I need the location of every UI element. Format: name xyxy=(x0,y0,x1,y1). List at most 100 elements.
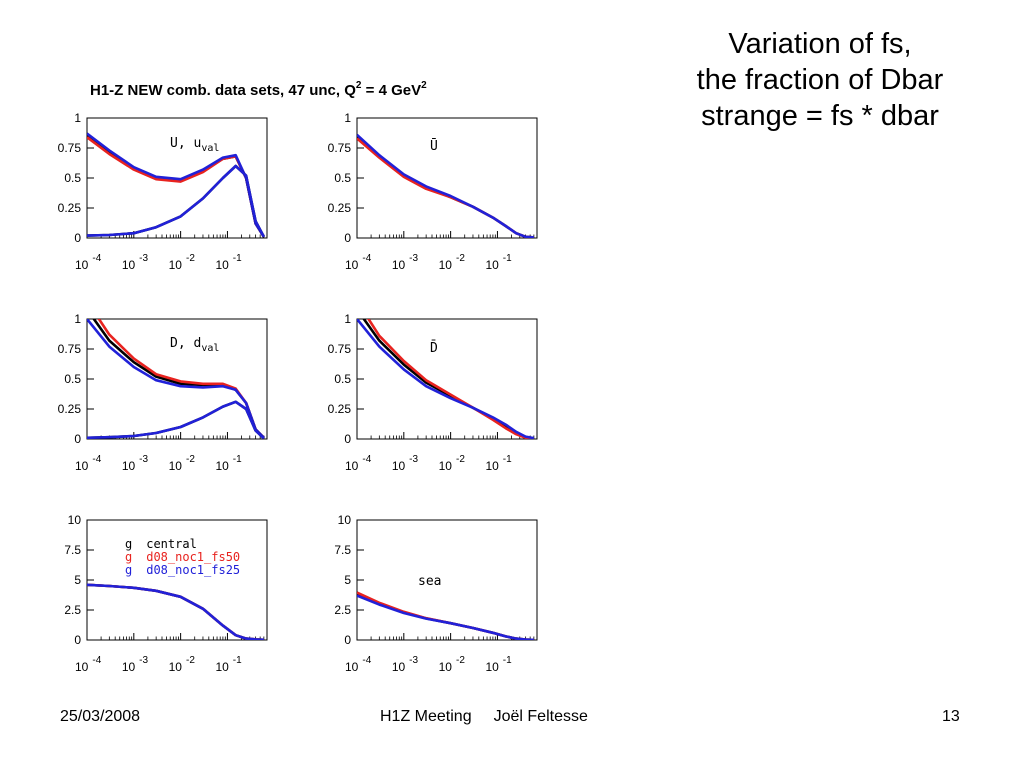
x-tick-exponent: -1 xyxy=(503,655,512,666)
curve-D-central xyxy=(92,319,265,439)
x-tick-exponent: -1 xyxy=(503,454,512,465)
curve-D-fs25 xyxy=(87,319,265,439)
x-tick-base: 10 xyxy=(122,459,136,473)
footer-meeting: H1Z Meeting xyxy=(380,708,472,725)
curve-sea-central xyxy=(357,593,534,640)
footer-author: Joël Feltesse xyxy=(493,708,588,725)
x-tick-exponent: -3 xyxy=(139,655,148,666)
curve-sea-fs50 xyxy=(357,591,534,640)
x-tick-label: 10 -3 xyxy=(122,253,149,272)
footer-center: H1Z Meeting Joël Feltesse xyxy=(380,708,588,726)
y-tick-label: 0.5 xyxy=(334,171,351,185)
x-tick-exponent: -3 xyxy=(409,253,418,264)
panel-frame xyxy=(356,318,538,440)
x-tick-exponent: -4 xyxy=(362,454,371,465)
legend-text: central xyxy=(146,537,197,551)
x-tick-label: 10 -1 xyxy=(215,253,242,272)
x-tick-exponent: -2 xyxy=(456,253,465,264)
x-tick-exponent: -2 xyxy=(186,253,195,264)
x-tick-base: 10 xyxy=(75,459,89,473)
x-tick-exponent: -4 xyxy=(362,253,371,264)
x-tick-label: 10 -4 xyxy=(345,655,372,674)
y-tick-label: 1 xyxy=(344,111,351,125)
y-tick-label: 0.75 xyxy=(328,141,352,155)
curve-Ubar-fs50 xyxy=(357,137,534,238)
panel-label-main: U, u xyxy=(170,136,201,151)
y-tick-label: 7.5 xyxy=(334,543,351,557)
x-tick-label: 10 -2 xyxy=(439,253,466,272)
y-tick-label: 1 xyxy=(344,312,351,326)
curve-sea-fs25 xyxy=(357,594,534,640)
y-tick-label: 0.75 xyxy=(58,141,82,155)
panel-label-main: D, d xyxy=(170,336,201,351)
y-tick-label: 0 xyxy=(74,633,81,647)
x-tick-base: 10 xyxy=(392,660,406,674)
pdf-figure: H1-Z NEW comb. data sets, 47 unc, Q2 = 4… xyxy=(58,80,538,674)
y-tick-label: 10 xyxy=(338,513,352,527)
legend-symbol: g xyxy=(125,537,132,551)
x-tick-exponent: -4 xyxy=(92,454,101,465)
x-tick-label: 10 -1 xyxy=(485,253,512,272)
x-tick-label: 10 -1 xyxy=(485,454,512,473)
x-tick-label: 10 -1 xyxy=(215,655,242,674)
x-tick-exponent: -2 xyxy=(456,655,465,666)
footer-page-number: 13 xyxy=(942,708,960,725)
figure-header-text: H1-Z NEW comb. data sets, 47 unc, Q xyxy=(90,82,356,99)
figure-header: H1-Z NEW comb. data sets, 47 unc, Q2 = 4… xyxy=(90,80,427,99)
x-tick-label: 10 -1 xyxy=(485,655,512,674)
y-tick-label: 1 xyxy=(74,312,81,326)
panel-frame xyxy=(356,117,538,239)
x-tick-label: 10 -1 xyxy=(215,454,242,473)
y-tick-label: 0.5 xyxy=(64,372,81,386)
x-tick-exponent: -1 xyxy=(503,253,512,264)
x-tick-base: 10 xyxy=(485,459,499,473)
x-tick-base: 10 xyxy=(345,258,359,272)
x-tick-exponent: -3 xyxy=(409,454,418,465)
slide-title-line-1: Variation of fs, xyxy=(728,28,912,60)
y-tick-label: 7.5 xyxy=(64,543,81,557)
x-tick-label: 10 -2 xyxy=(169,253,196,272)
x-tick-label: 10 -4 xyxy=(75,253,102,272)
x-tick-exponent: -3 xyxy=(139,454,148,465)
x-tick-base: 10 xyxy=(122,660,136,674)
panel-label-main: sea xyxy=(418,574,441,589)
x-tick-base: 10 xyxy=(345,660,359,674)
curve-g-fs50 xyxy=(87,583,264,640)
curve-dval-fs25 xyxy=(87,400,265,439)
y-tick-label: 0.5 xyxy=(64,171,81,185)
curve-dval-central xyxy=(87,400,265,439)
x-tick-exponent: -1 xyxy=(233,655,242,666)
panel-label-main: D̄ xyxy=(430,341,438,356)
x-tick-base: 10 xyxy=(169,660,183,674)
x-tick-base: 10 xyxy=(122,258,136,272)
panel-label-main: Ū xyxy=(430,139,438,154)
figure-header-sup2: 2 xyxy=(421,80,427,91)
panel-label: sea xyxy=(418,574,441,589)
x-tick-exponent: -1 xyxy=(233,253,242,264)
x-tick-exponent: -4 xyxy=(92,655,101,666)
x-tick-base: 10 xyxy=(215,660,229,674)
y-tick-label: 0 xyxy=(74,432,81,446)
legend-text: d08_noc1_fs25 xyxy=(146,563,240,577)
panel-label-subscript: val xyxy=(201,343,219,354)
slide-title-line-3: strange = fs * dbar xyxy=(701,100,939,132)
x-tick-base: 10 xyxy=(439,459,453,473)
x-tick-base: 10 xyxy=(169,459,183,473)
x-tick-base: 10 xyxy=(75,258,89,272)
x-tick-exponent: -3 xyxy=(409,655,418,666)
y-tick-label: 0.25 xyxy=(58,201,82,215)
curve-g-fs25 xyxy=(87,583,264,640)
y-tick-label: 0.25 xyxy=(328,402,352,416)
x-tick-exponent: -2 xyxy=(186,454,195,465)
panel-label-subscript: val xyxy=(201,143,219,154)
y-tick-label: 0 xyxy=(344,231,351,245)
y-tick-label: 5 xyxy=(74,573,81,587)
figure-header-sup1: 2 xyxy=(356,80,362,91)
y-tick-label: 5 xyxy=(344,573,351,587)
